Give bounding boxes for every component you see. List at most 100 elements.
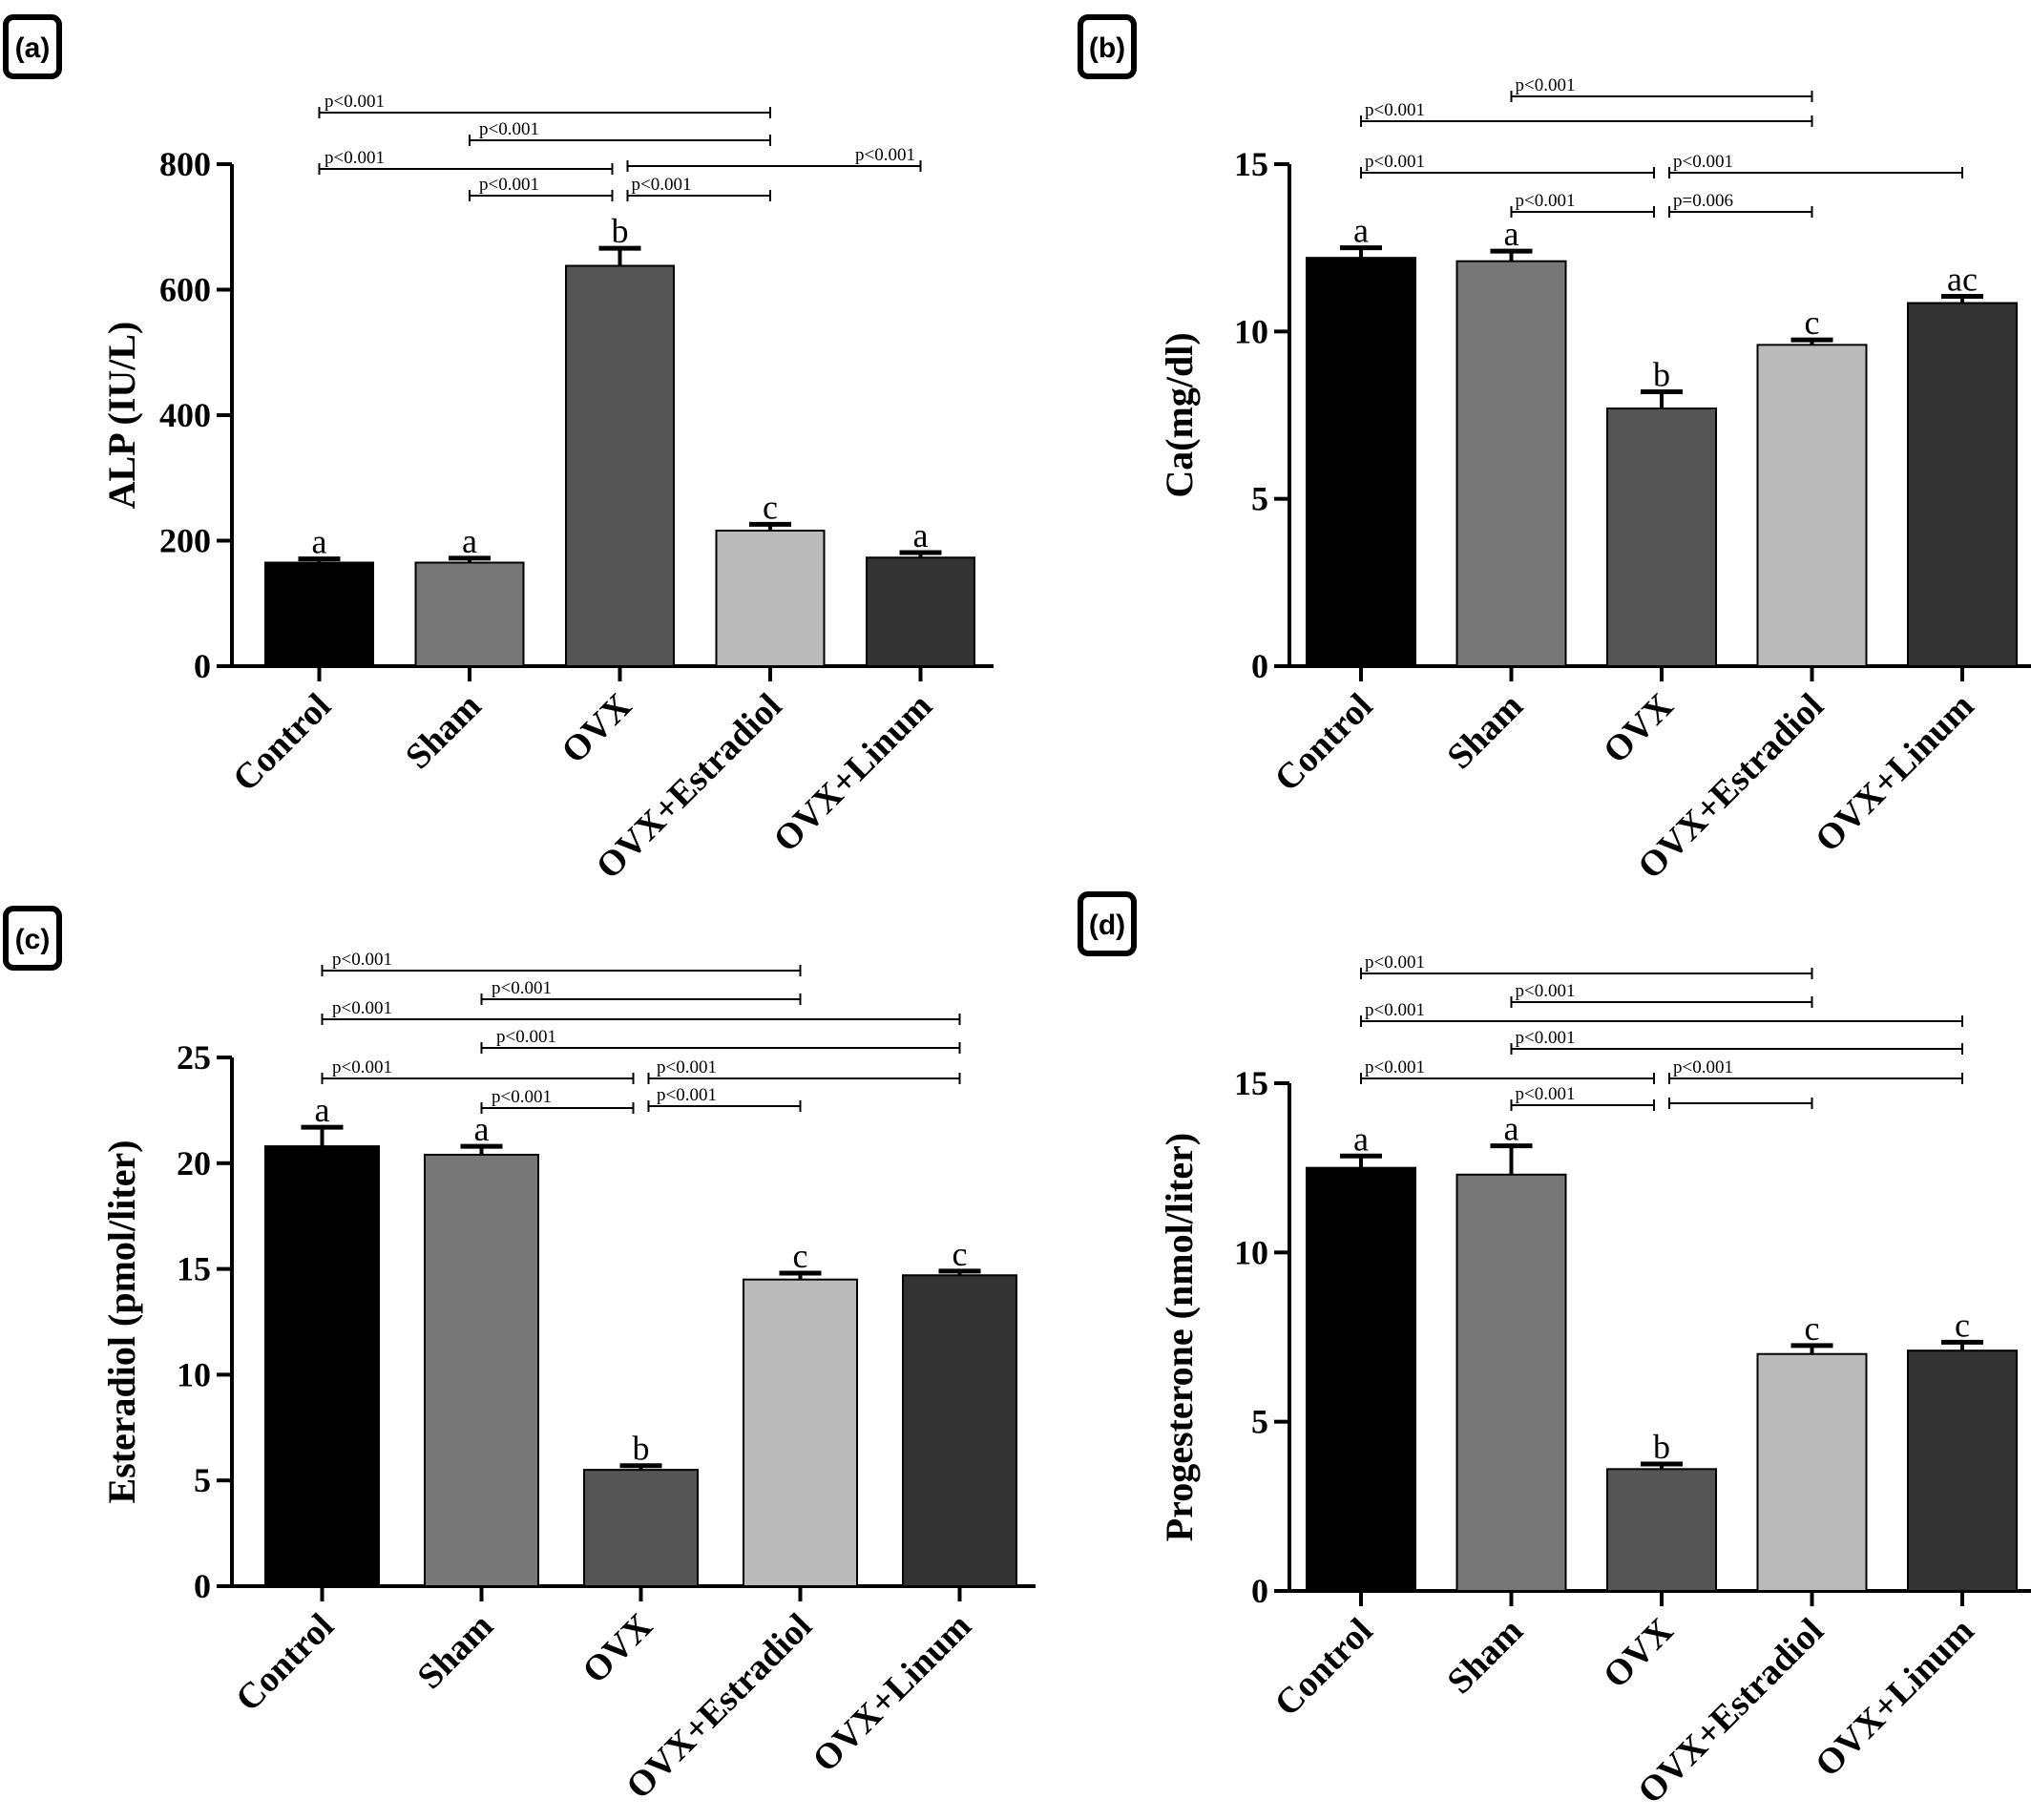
y-tick-label: 10 <box>1234 1233 1268 1271</box>
significance-letter: b <box>612 212 629 250</box>
bar-control <box>264 561 374 668</box>
comparison-bracket: p<0.001 <box>626 145 922 172</box>
comparison-bracket: p<0.001 <box>321 950 802 976</box>
p-value-label: p<0.001 <box>1365 952 1425 973</box>
comparison-bracket: p<0.001 <box>1360 100 1813 127</box>
bar-ovx-estradiol <box>1756 344 1868 667</box>
panel-letter: (a) <box>15 32 51 64</box>
comparison-bracket: p<0.001 <box>1360 1057 1655 1084</box>
y-tick-label: 15 <box>1234 145 1268 183</box>
p-value-label: p<0.001 <box>496 1027 556 1047</box>
p-value-label: p<0.001 <box>1365 1000 1425 1020</box>
panel-badge-box <box>1078 891 1137 956</box>
bar-ovx-estradiol <box>715 529 826 667</box>
significance-letter: c <box>1805 303 1820 342</box>
y-tick-label: 0 <box>194 1567 211 1605</box>
significance-letter: b <box>1653 355 1670 393</box>
p-value-label: p<0.001 <box>1365 100 1425 120</box>
y-axis-title: Progesterone (nmol/liter) <box>1158 1133 1201 1541</box>
bar-ovx-estradiol <box>1756 1352 1868 1592</box>
comparison-bracket: p<0.001 <box>480 1087 635 1114</box>
p-value-label: p<0.001 <box>332 1057 392 1077</box>
significance-letter: c <box>1805 1309 1820 1348</box>
panel-letter: (b) <box>1089 32 1125 64</box>
y-tick-label: 400 <box>159 396 211 434</box>
bar-control <box>264 1145 380 1588</box>
significance-letter: a <box>312 523 327 561</box>
panel-badge-box <box>1078 14 1137 79</box>
bar-sham <box>424 1153 539 1588</box>
bar-ovx-linum <box>1907 302 2018 667</box>
comparison-bracket: p<0.001 <box>1668 152 1963 178</box>
comparison-bracket: p<0.001 <box>647 1057 961 1084</box>
panel-badge: (a) <box>3 14 62 79</box>
y-tick-label: 25 <box>177 1038 211 1077</box>
comparison-bracket: p<0.001 <box>480 978 802 1005</box>
comparison-bracket: p<0.001 <box>626 175 771 201</box>
bar-ovx <box>1606 407 1717 667</box>
y-tick-label: 800 <box>159 145 211 183</box>
significance-letter: b <box>1653 1428 1670 1466</box>
p-value-label: p<0.001 <box>492 1087 552 1107</box>
p-value-label: p<0.001 <box>325 148 385 168</box>
comparison-bracket: p<0.001 <box>1360 1000 1963 1027</box>
panel-badge-box <box>3 906 62 971</box>
significance-letter: a <box>315 1091 330 1129</box>
p-value-label: p<0.001 <box>325 92 385 112</box>
significance-letter: c <box>793 1237 808 1275</box>
p-value-label: p<0.001 <box>657 1057 717 1077</box>
y-tick-label: 0 <box>1251 1572 1268 1610</box>
p-value-label: p<0.001 <box>479 119 539 139</box>
bar-sham <box>1455 1173 1567 1592</box>
panel-letter: (d) <box>1089 910 1125 941</box>
bar-control <box>1306 1166 1416 1592</box>
comparison-bracket: p<0.001 <box>1510 1028 1963 1055</box>
significance-letter: a <box>1353 212 1369 250</box>
panel-badge: (b) <box>1078 14 1137 79</box>
bar-sham <box>1455 260 1567 667</box>
significance-letter: a <box>1353 1119 1369 1158</box>
p-value-label: p<0.001 <box>1673 152 1733 172</box>
p-value-label: p<0.001 <box>855 145 915 165</box>
significance-letter: c <box>953 1235 968 1273</box>
y-axis-title: Ca(mg/dl) <box>1158 332 1201 497</box>
p-value-label: p=0.006 <box>1673 191 1733 211</box>
comparison-bracket: p<0.001 <box>1510 1084 1655 1111</box>
bar-ovx <box>565 264 675 667</box>
comparison-bracket: p<0.001 <box>469 119 771 146</box>
comparison-bracket: p<0.001 <box>1668 1057 1963 1084</box>
significance-letter: c <box>763 488 778 526</box>
y-tick-label: 15 <box>177 1250 211 1288</box>
panel-badge-box <box>3 14 62 79</box>
bar-ovx <box>583 1469 699 1587</box>
significance-letter: c <box>1955 1306 1970 1344</box>
comparison-bracket: p<0.001 <box>1510 981 1813 1008</box>
y-tick-label: 0 <box>194 647 211 685</box>
p-value-label: p<0.001 <box>1516 1084 1576 1104</box>
p-value-label: p<0.001 <box>657 1085 717 1105</box>
comparison-bracket <box>1668 1098 1813 1109</box>
comparison-bracket: p<0.001 <box>480 1027 961 1054</box>
comparison-bracket: p<0.001 <box>1510 191 1655 218</box>
y-axis-title: Esteradiol (pmol/liter) <box>100 1140 143 1503</box>
p-value-label: p<0.001 <box>332 998 392 1018</box>
p-value-label: p<0.001 <box>332 950 392 970</box>
y-tick-label: 5 <box>194 1461 211 1499</box>
y-tick-label: 10 <box>177 1355 211 1393</box>
p-value-label: p<0.001 <box>1516 191 1576 211</box>
bar-control <box>1306 257 1416 667</box>
y-axis-title: ALP (IU/L) <box>100 322 143 510</box>
significance-letter: ac <box>1947 261 1978 299</box>
comparison-bracket: p=0.006 <box>1668 191 1813 218</box>
y-tick-label: 600 <box>159 271 211 309</box>
p-value-label: p<0.001 <box>1516 1028 1576 1048</box>
comparison-bracket: p<0.001 <box>321 1057 635 1084</box>
bar-sham <box>414 561 525 668</box>
comparison-bracket: p<0.001 <box>321 998 961 1025</box>
y-tick-label: 5 <box>1251 480 1268 518</box>
significance-letter: b <box>633 1430 650 1468</box>
